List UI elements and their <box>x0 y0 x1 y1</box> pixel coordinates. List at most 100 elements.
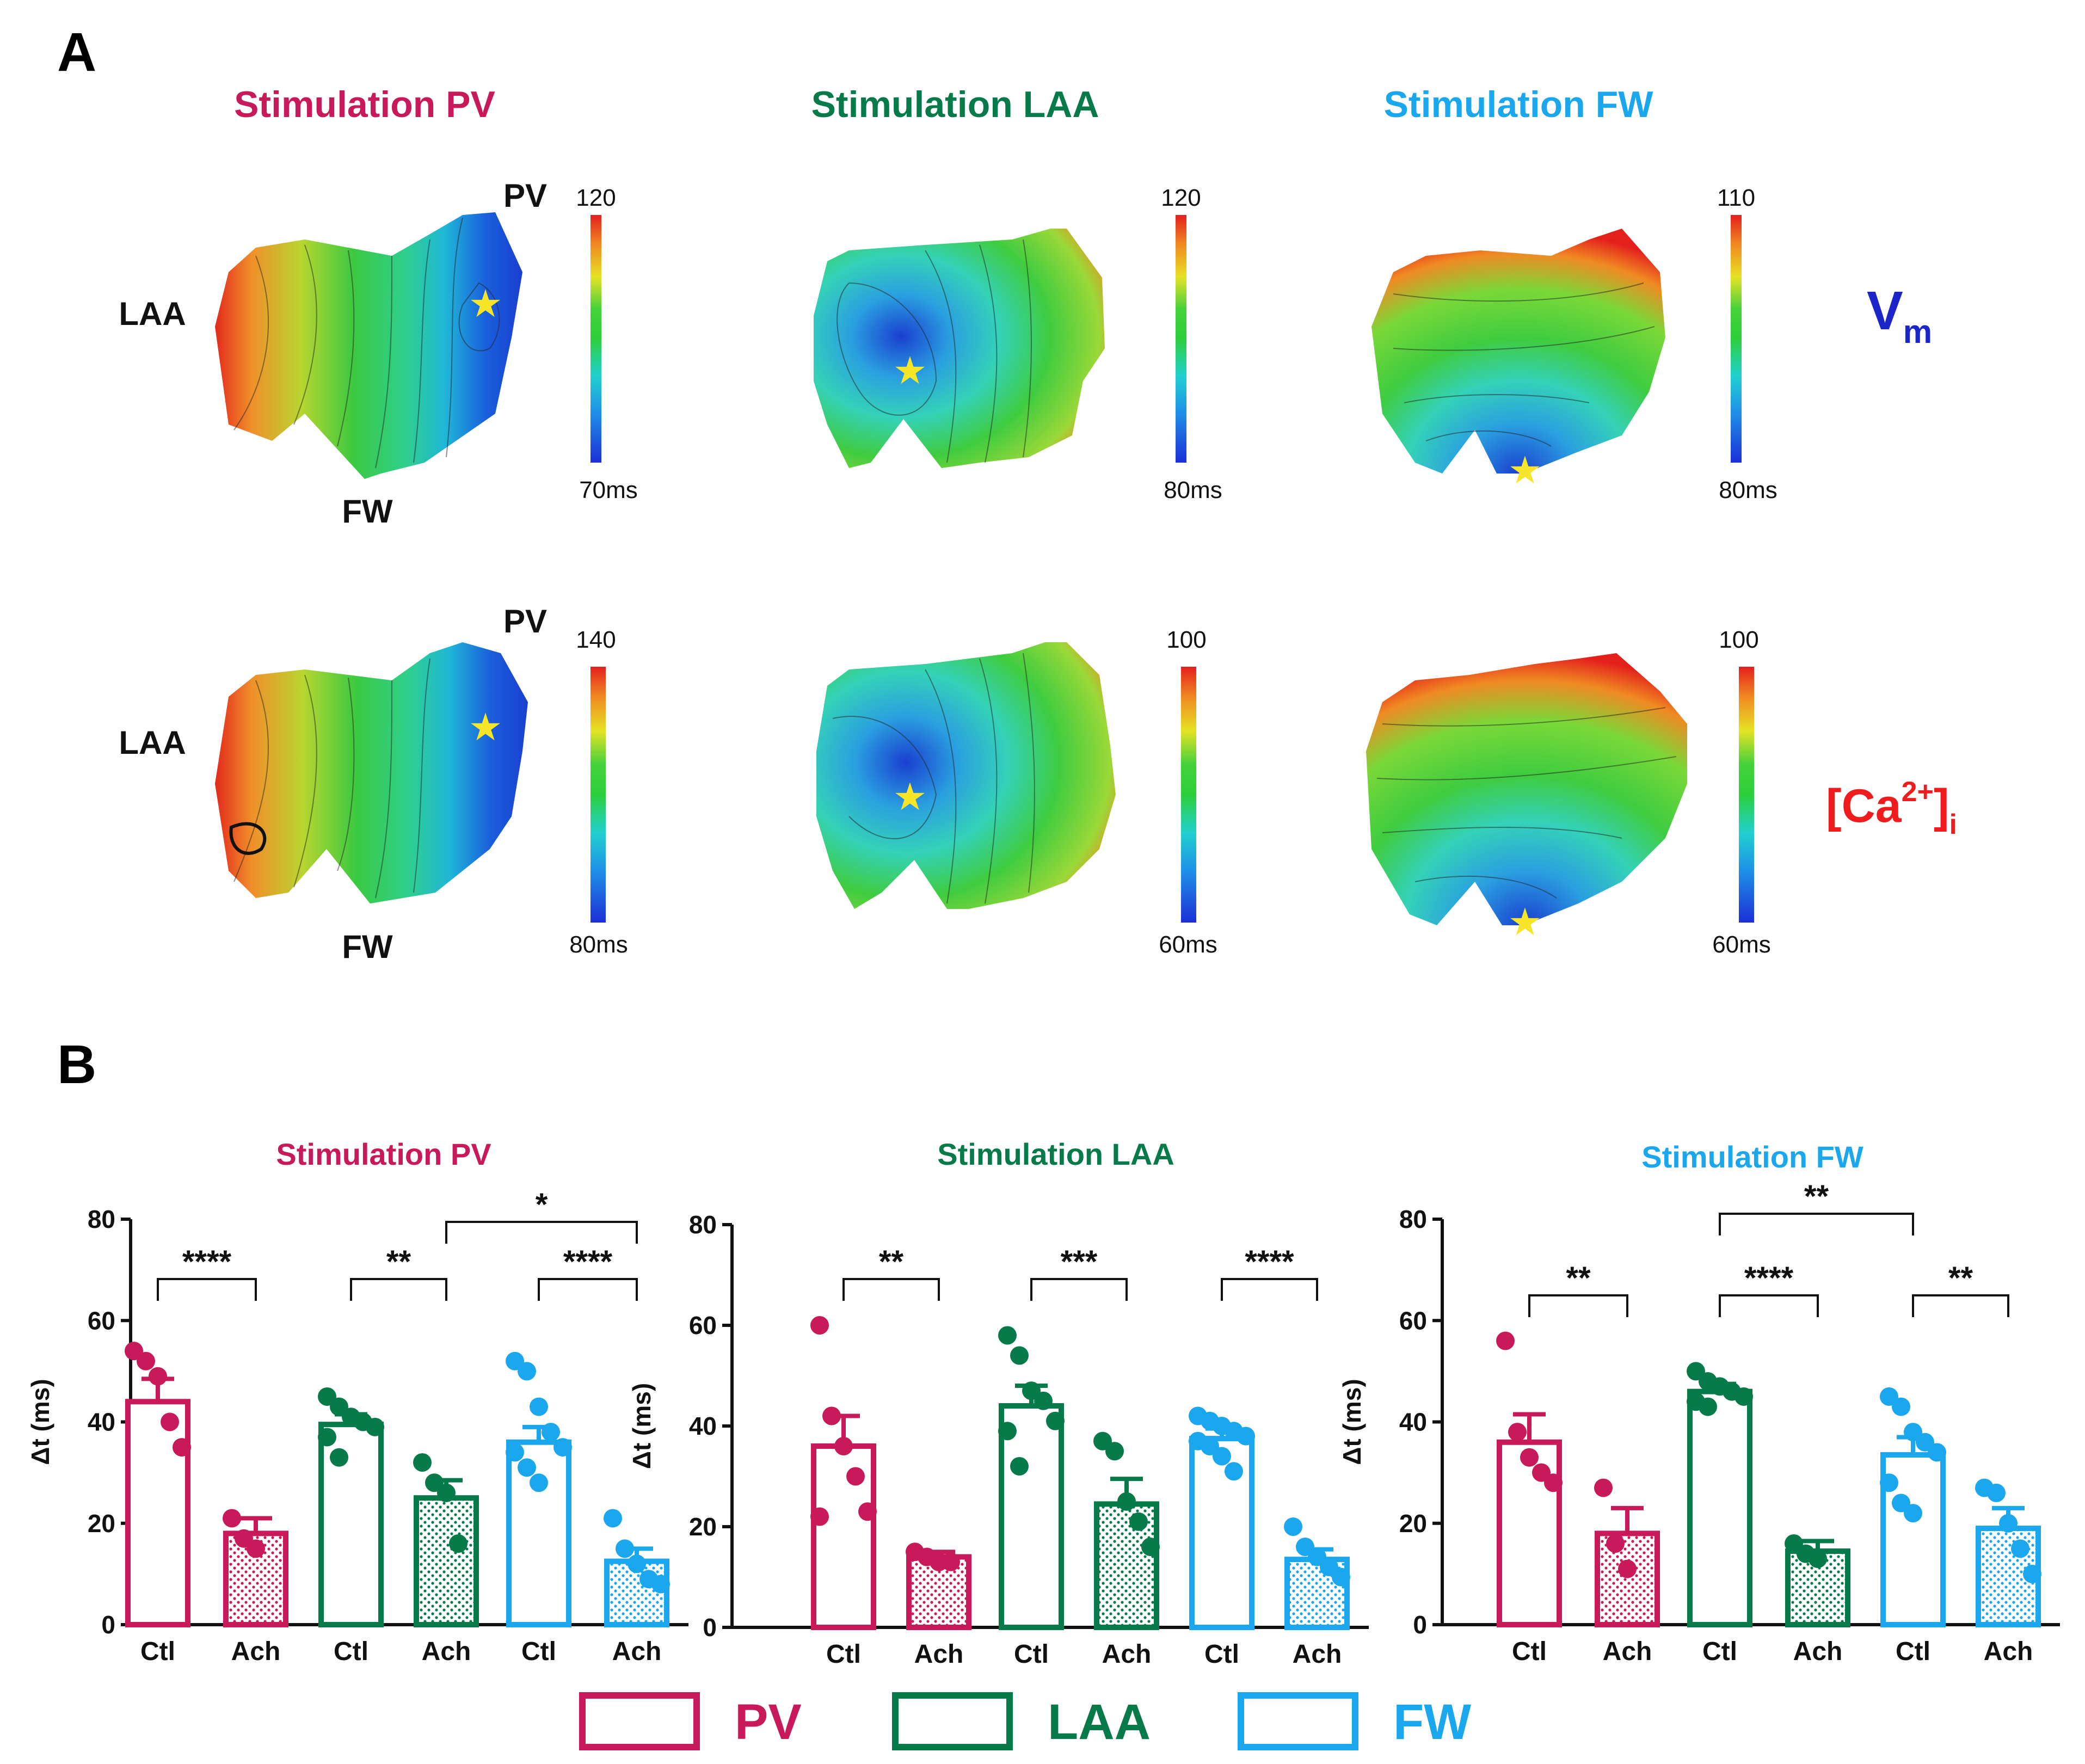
colorbar-max: 120 <box>1161 185 1201 211</box>
data-point <box>1735 1387 1753 1406</box>
panel-a-letter: A <box>57 22 96 83</box>
map-vm-laa: ★ <box>814 229 1105 468</box>
y-axis-label: Δt (ms) <box>628 1383 656 1469</box>
category-label: Ctl <box>826 1640 861 1669</box>
data-point <box>1520 1448 1539 1467</box>
category-label: Ctl <box>521 1637 556 1666</box>
data-point <box>1928 1443 1946 1462</box>
data-point <box>942 1552 960 1571</box>
data-point <box>2023 1564 2041 1583</box>
data-point <box>1010 1346 1029 1365</box>
stimulus-star-icon: ★ <box>1508 449 1542 491</box>
y-tick-label: 20 <box>689 1513 717 1541</box>
y-tick-label: 0 <box>703 1613 717 1642</box>
chart-title: Stimulation LAA <box>937 1137 1174 1171</box>
map-ca-laa: ★ <box>816 642 1116 909</box>
y-tick-label: 60 <box>689 1311 717 1339</box>
data-point <box>1105 1442 1124 1461</box>
data-point <box>1129 1512 1148 1531</box>
data-point <box>1332 1568 1350 1587</box>
legend-label-fw: FW <box>1393 1694 1471 1750</box>
data-point <box>628 1554 646 1574</box>
data-point <box>173 1438 191 1457</box>
ca-row-label: [Ca2+]i <box>1826 776 1957 840</box>
data-point <box>366 1417 384 1436</box>
legend-item-fw: FW <box>1238 1692 1471 1750</box>
data-point <box>858 1502 877 1521</box>
stimulus-star-icon: ★ <box>469 282 503 325</box>
y-tick-label: 40 <box>88 1408 115 1436</box>
colorbar-min: 60ms <box>1712 931 1771 958</box>
significance-bracket <box>445 1221 638 1244</box>
stimulus-star-icon: ★ <box>893 349 927 392</box>
significance-label: ** <box>879 1244 904 1280</box>
legend-swatch-pv <box>579 1692 700 1750</box>
y-tick-label: 80 <box>88 1205 115 1233</box>
category-label: Ach <box>422 1637 471 1666</box>
data-point <box>330 1448 348 1467</box>
significance-label: ** <box>1804 1179 1829 1214</box>
colorbar-min: 80ms <box>569 931 628 958</box>
significance-label: **** <box>182 1244 232 1280</box>
category-label: Ctl <box>1702 1637 1737 1666</box>
data-point <box>518 1362 536 1381</box>
data-point <box>1117 1492 1136 1511</box>
category-label: Ach <box>231 1637 281 1666</box>
y-tick-label: 40 <box>689 1412 717 1440</box>
y-tick-label: 80 <box>1399 1205 1427 1233</box>
colorbar-max: 120 <box>576 185 616 211</box>
bar-ctl-laa <box>1687 1388 1752 1627</box>
bar-ctl-laa <box>318 1422 384 1627</box>
stim-title-fw: Stimulation FW <box>1384 84 1654 125</box>
map-vm-pv: ★ <box>215 212 522 479</box>
category-label: Ach <box>1102 1640 1152 1669</box>
data-point <box>1904 1504 1922 1523</box>
map-vm-fw: ★ <box>1371 229 1665 491</box>
colorbar-max: 100 <box>1166 626 1206 653</box>
y-tick-label: 20 <box>1399 1509 1427 1538</box>
y-axis-label: Δt (ms) <box>1338 1379 1366 1465</box>
y-tick-label: 60 <box>1399 1306 1427 1335</box>
significance-bracket <box>1719 1294 1819 1317</box>
data-point <box>846 1467 865 1486</box>
data-point <box>553 1438 572 1457</box>
chart-title: Stimulation PV <box>276 1137 491 1171</box>
data-point <box>530 1473 548 1492</box>
colorbar-max: 140 <box>576 626 616 653</box>
y-tick-label: 0 <box>101 1611 115 1639</box>
legend-label-pv: PV <box>735 1694 802 1750</box>
colorbar-min: 70ms <box>579 477 638 503</box>
significance-bracket <box>1912 1294 2009 1317</box>
significance-label: ** <box>1566 1261 1591 1296</box>
data-point <box>1809 1549 1827 1568</box>
stim-title-pv: Stimulation PV <box>234 84 495 125</box>
data-point <box>161 1412 179 1431</box>
map-ca-fw: ★ <box>1366 653 1687 943</box>
bar-chart-1: Stimulation PV 0 20 40 60 80 Δt (ms) Ctl Ach Ctl A… <box>26 1137 688 1666</box>
data-point <box>810 1316 829 1335</box>
bar-chart-2: Stimulation LAA 0 20 40 60 80 Δt (ms) Ctl Ach Ctl… <box>628 1137 1369 1669</box>
panel-b-letter: B <box>57 1034 96 1095</box>
data-point <box>1225 1462 1243 1481</box>
significance-label: ** <box>1948 1261 1973 1296</box>
significance-label: **** <box>1744 1261 1794 1296</box>
stimulus-star-icon: ★ <box>1508 901 1542 943</box>
legend-item-laa: LAA <box>892 1692 1151 1750</box>
data-point <box>1034 1391 1053 1410</box>
significance-bracket <box>1528 1294 1628 1317</box>
colorbar-max: 100 <box>1719 626 1758 653</box>
category-label: Ach <box>1603 1637 1652 1666</box>
data-point <box>1544 1473 1563 1492</box>
region-label-laa: LAA <box>119 296 186 332</box>
y-tick-label: 40 <box>1399 1408 1427 1436</box>
data-point <box>1213 1447 1231 1466</box>
category-label: Ctl <box>334 1637 368 1666</box>
significance-bracket <box>1030 1278 1128 1301</box>
bar-ctl-pv <box>125 1399 190 1627</box>
data-point <box>1046 1411 1065 1430</box>
category-label: Ctl <box>1014 1640 1049 1669</box>
data-point <box>604 1509 622 1528</box>
bar-ctl-pv <box>1497 1439 1562 1627</box>
data-point <box>449 1534 468 1553</box>
